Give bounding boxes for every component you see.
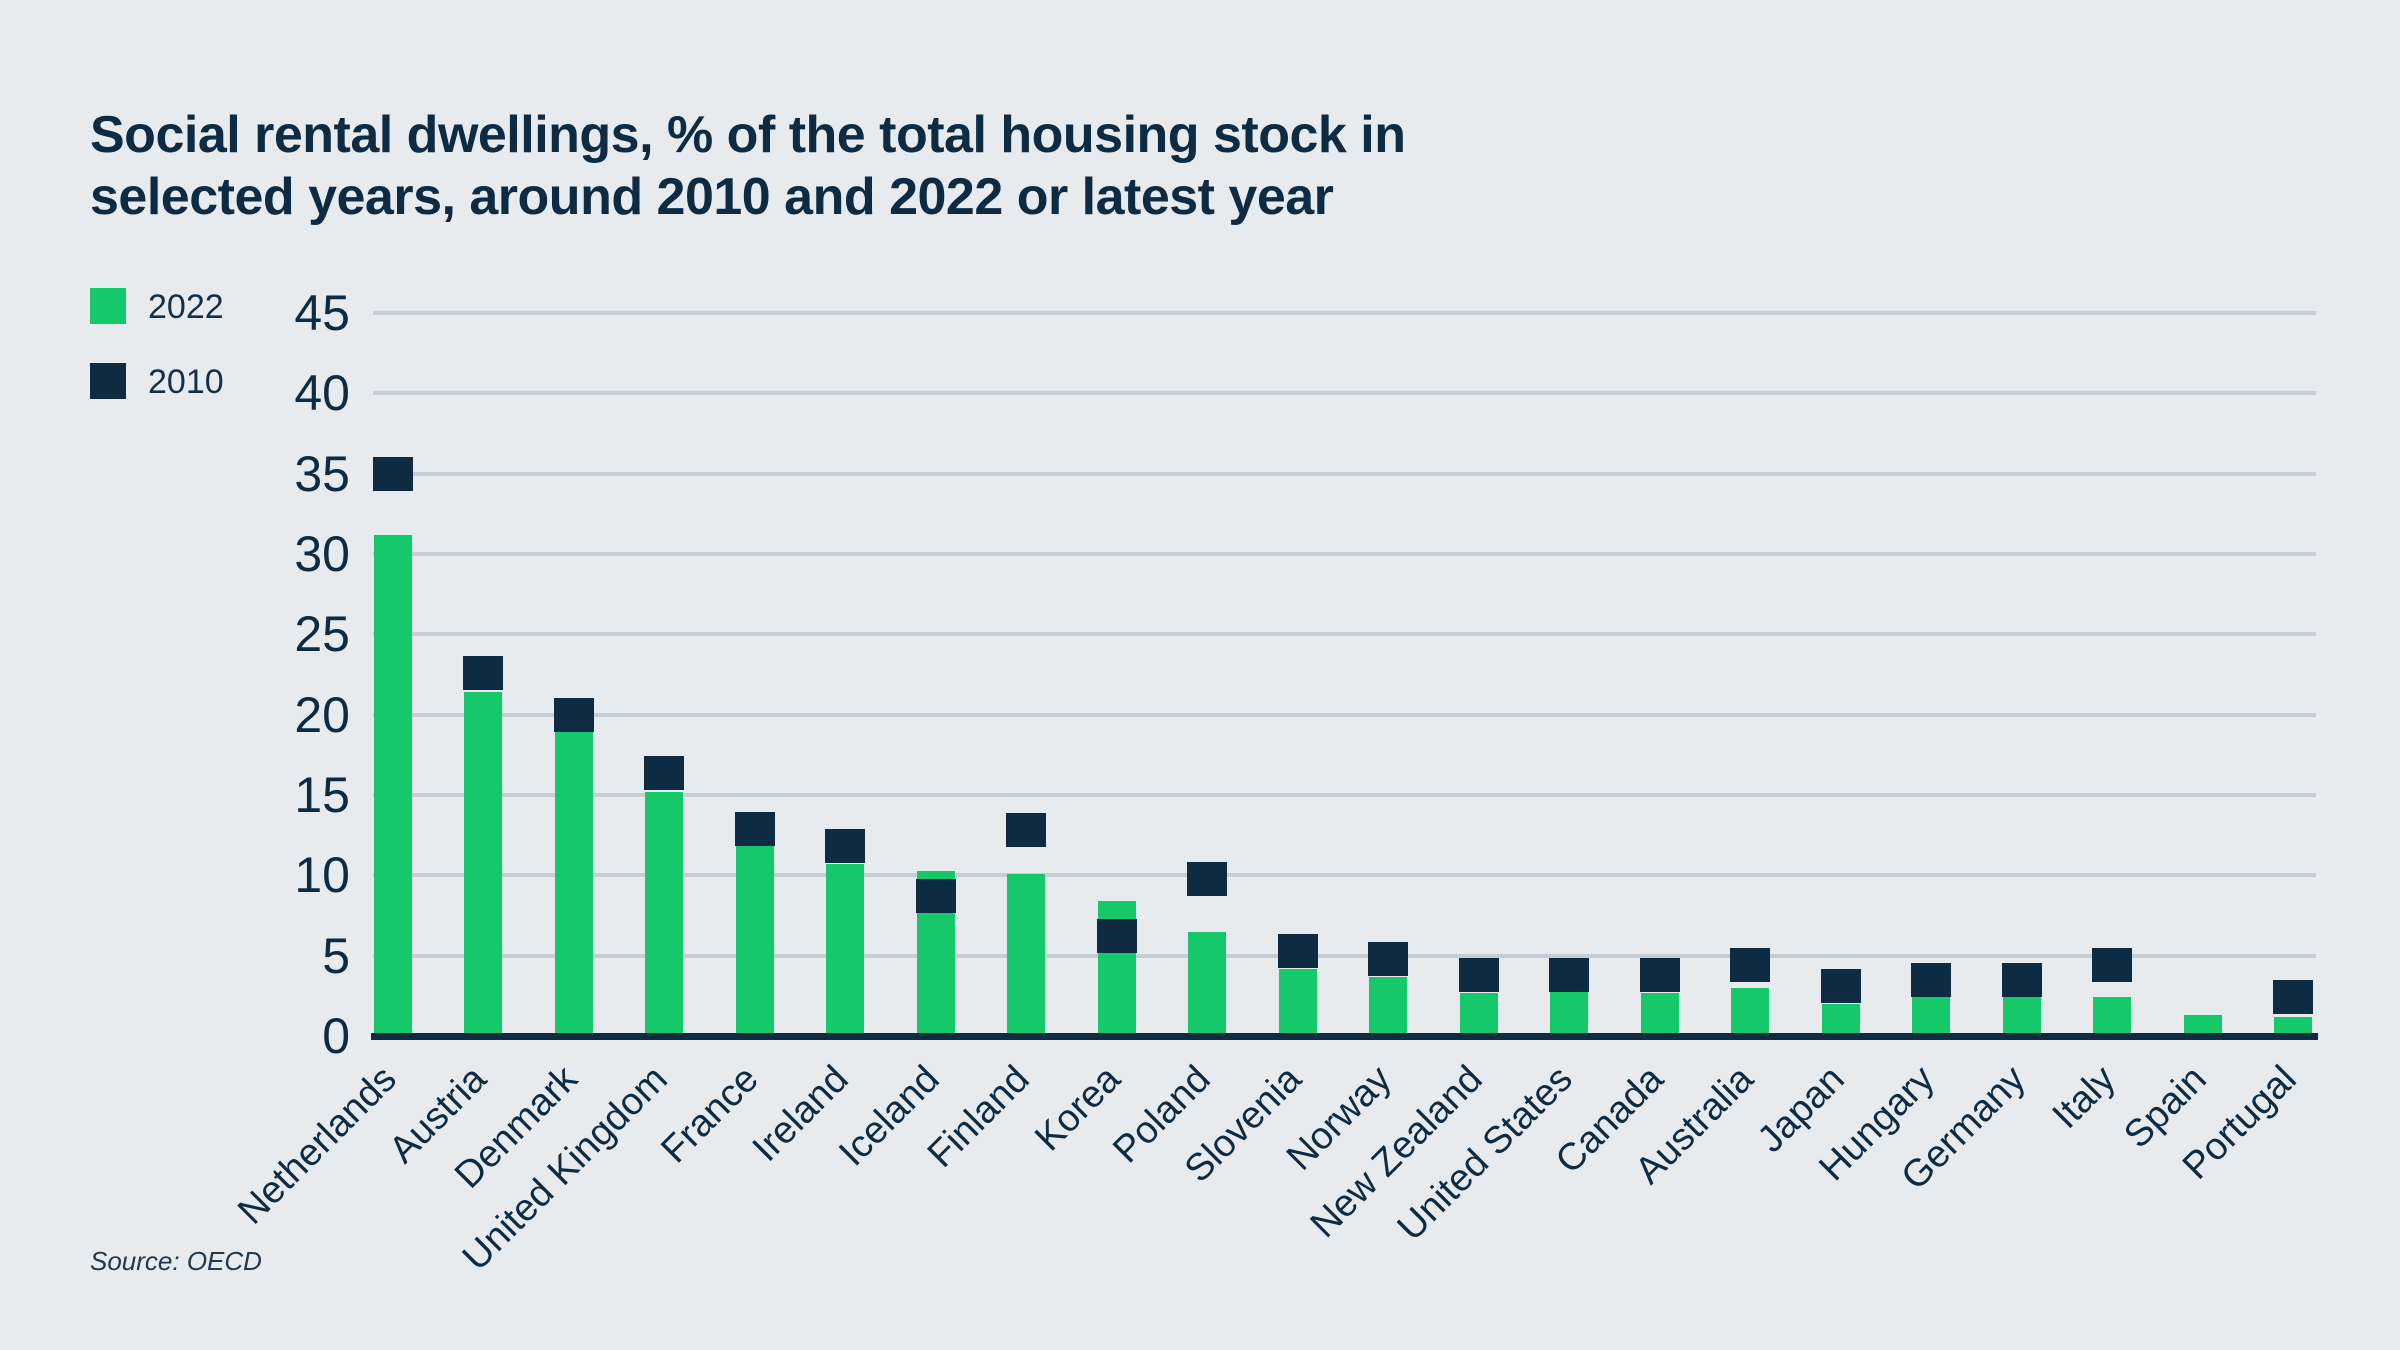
bar-2022-australia bbox=[1731, 987, 1770, 1036]
y-tick-label-35: 35 bbox=[294, 445, 350, 502]
grid-line-35 bbox=[373, 471, 2316, 476]
bar-2022-ireland bbox=[826, 864, 865, 1036]
bar-2022-france bbox=[735, 846, 774, 1036]
y-tick-label-30: 30 bbox=[294, 526, 350, 582]
marker-2010-france bbox=[734, 811, 775, 846]
legend-swatch-2022 bbox=[90, 288, 126, 324]
chart-title-line-2: selected years, around 2010 and 2022 or … bbox=[90, 168, 1334, 226]
grid-line-40 bbox=[373, 391, 2316, 396]
bar-2022-italy bbox=[2093, 997, 2132, 1036]
marker-2010-korea bbox=[1096, 919, 1137, 954]
marker-2010-new-zealand bbox=[1458, 957, 1499, 992]
bar-2022-finland bbox=[1007, 873, 1046, 1036]
y-tick-label-20: 20 bbox=[294, 686, 350, 743]
legend-label-2010: 2010 bbox=[148, 363, 224, 401]
marker-2010-denmark bbox=[553, 697, 594, 732]
x-axis-line bbox=[371, 1033, 2318, 1040]
bar-2022-portugal bbox=[2274, 1016, 2312, 1036]
marker-2010-norway bbox=[1368, 941, 1409, 976]
bar-2022-austria bbox=[464, 692, 503, 1036]
marker-2010-finland bbox=[1006, 813, 1047, 848]
y-tick-label-40: 40 bbox=[294, 365, 350, 422]
bar-2022-united-kingdom bbox=[645, 791, 684, 1036]
marker-2010-poland bbox=[1187, 861, 1228, 896]
grid-line-15 bbox=[373, 793, 2316, 797]
bar-2022-poland bbox=[1188, 931, 1227, 1036]
legend-label-2022: 2022 bbox=[148, 288, 224, 326]
marker-2010-united-states bbox=[1549, 957, 1590, 992]
marker-2010-japan bbox=[1820, 969, 1861, 1004]
y-tick-label-45: 45 bbox=[294, 285, 350, 341]
marker-2010-germany bbox=[2001, 962, 2042, 997]
marker-2010-ireland bbox=[825, 829, 866, 864]
marker-2010-canada bbox=[1639, 957, 1680, 992]
y-tick-label-0: 0 bbox=[322, 1008, 350, 1064]
bar-2022-netherlands bbox=[374, 534, 412, 1036]
marker-2010-hungary bbox=[1911, 962, 1952, 997]
grid-line-10 bbox=[373, 873, 2316, 878]
marker-2010-austria bbox=[463, 655, 504, 690]
marker-2010-australia bbox=[1730, 948, 1771, 983]
marker-2010-iceland bbox=[915, 879, 956, 914]
bar-2022-germany bbox=[2002, 995, 2041, 1036]
bar-2022-new-zealand bbox=[1459, 992, 1498, 1036]
y-tick-label-5: 5 bbox=[322, 927, 350, 984]
y-tick-label-25: 25 bbox=[294, 606, 350, 663]
grid-line-5 bbox=[373, 953, 2316, 958]
y-tick-label-15: 15 bbox=[294, 767, 350, 823]
bar-2022-denmark bbox=[554, 732, 593, 1036]
marker-2010-portugal bbox=[2273, 980, 2313, 1015]
bar-2022-japan bbox=[1821, 1003, 1860, 1036]
source-note: Source: OECD bbox=[90, 1246, 262, 1276]
grid-line-25 bbox=[373, 632, 2316, 637]
grid-line-30 bbox=[373, 552, 2316, 556]
bar-2022-canada bbox=[1640, 992, 1679, 1036]
marker-2010-slovenia bbox=[1277, 933, 1318, 968]
bar-2022-hungary bbox=[1912, 997, 1951, 1036]
grid-line-20 bbox=[373, 712, 2316, 717]
bar-2022-slovenia bbox=[1278, 968, 1317, 1036]
y-tick-label-10: 10 bbox=[294, 847, 350, 904]
bar-2022-spain bbox=[2183, 1015, 2222, 1036]
bar-2022-norway bbox=[1369, 976, 1408, 1036]
marker-2010-italy bbox=[2092, 948, 2133, 983]
legend-swatch-2010 bbox=[90, 363, 126, 399]
marker-2010-netherlands bbox=[373, 456, 413, 491]
chart-title-line-1: Social rental dwellings, % of the total … bbox=[90, 106, 1406, 164]
grid-line-45 bbox=[373, 311, 2316, 315]
marker-2010-united-kingdom bbox=[644, 755, 685, 790]
chart-title: Social rental dwellings, % of the total … bbox=[90, 104, 1650, 228]
